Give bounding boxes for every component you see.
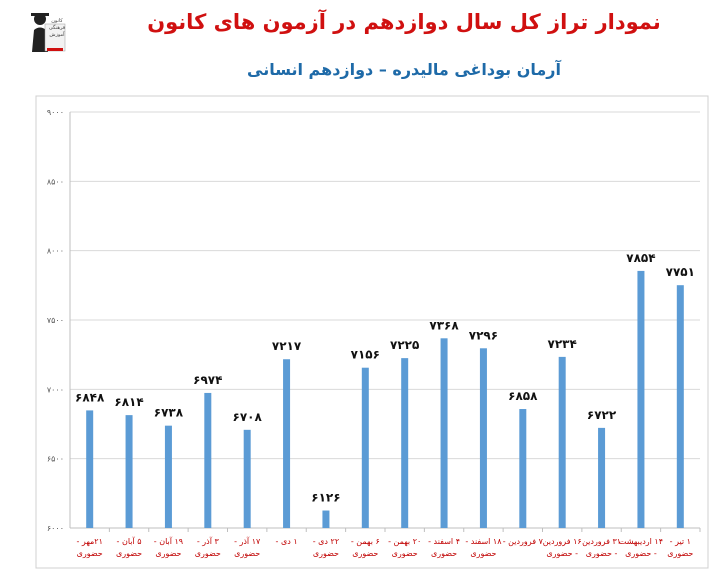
logo-text: کانون فرهنگی آموزش bbox=[48, 18, 66, 38]
x-tick-label: حضوری bbox=[667, 549, 693, 558]
y-tick-label: ۹۰۰۰ bbox=[47, 108, 64, 117]
x-tick-label: حضوری bbox=[352, 549, 378, 558]
x-tick-label: ۷ فروردین - bbox=[503, 537, 544, 546]
x-tick-label: ۳ آذر - bbox=[197, 536, 220, 546]
data-label: ۷۲۳۴ bbox=[548, 337, 577, 351]
bar bbox=[676, 285, 684, 528]
x-tick-label: حضوری bbox=[155, 549, 181, 558]
bar bbox=[243, 429, 251, 528]
x-tick-label: حضوری bbox=[392, 549, 418, 558]
bar bbox=[479, 348, 487, 528]
bar bbox=[322, 510, 330, 528]
x-tick-label: ۱ تیر - bbox=[670, 537, 691, 546]
chart-subtitle: آرمان بوداغی مالیدره – دوازدهم انسانی bbox=[247, 60, 561, 79]
data-label: ۷۲۲۵ bbox=[390, 338, 419, 352]
data-label: ۶۸۱۴ bbox=[114, 395, 143, 409]
x-tick-label: ۴ اسفند - bbox=[428, 537, 460, 546]
data-label: ۶۷۳۸ bbox=[154, 406, 184, 420]
data-label: ۶۸۵۸ bbox=[508, 389, 538, 403]
x-tick-label: ۲۱مهر - bbox=[76, 537, 102, 546]
bar bbox=[401, 358, 409, 528]
chart-title: نمودار تراز کل سال دوازدهم در آزمون های … bbox=[147, 10, 661, 34]
y-tick-label: ۶۰۰۰ bbox=[47, 524, 64, 533]
data-label: ۶۱۲۶ bbox=[311, 491, 340, 505]
x-tick-label: ۶ بهمن - bbox=[351, 537, 380, 546]
data-label: ۷۳۶۸ bbox=[429, 318, 459, 332]
chart-frame bbox=[35, 95, 709, 569]
x-tick-label: حضوری bbox=[470, 549, 496, 558]
data-label: ۶۷۰۸ bbox=[233, 410, 263, 424]
bar bbox=[86, 410, 94, 528]
bar bbox=[283, 359, 291, 528]
y-tick-label: ۷۰۰۰ bbox=[47, 385, 64, 394]
y-tick-label: ۸۵۰۰ bbox=[47, 177, 64, 186]
bar bbox=[125, 415, 133, 528]
x-tick-label: ۱ دی - bbox=[276, 537, 298, 546]
bar bbox=[558, 356, 566, 528]
bar bbox=[519, 409, 527, 528]
y-tick-label: ۶۵۰۰ bbox=[47, 455, 64, 464]
x-tick-label: حضوری bbox=[116, 549, 142, 558]
x-tick-label: - حضوری bbox=[586, 549, 618, 558]
x-tick-label: ۵ آبان - bbox=[117, 536, 142, 546]
x-tick-label: حضوری bbox=[234, 549, 260, 558]
x-tick-label: - حضوری bbox=[546, 549, 578, 558]
y-tick-label: ۷۵۰۰ bbox=[47, 316, 64, 325]
bar bbox=[204, 392, 212, 528]
bar bbox=[440, 338, 448, 528]
data-label: ۷۸۵۴ bbox=[626, 251, 655, 265]
data-label: ۷۱۵۶ bbox=[351, 348, 380, 362]
x-tick-label: ۱۴ اردیبهشت bbox=[619, 537, 663, 546]
bar bbox=[361, 367, 369, 528]
x-tick-label: ۲۲ دی - bbox=[313, 537, 339, 546]
x-tick-label: ۱۷ آذر - bbox=[234, 536, 261, 546]
bar bbox=[637, 270, 645, 528]
x-tick-label: ۲۰ بهمن - bbox=[388, 537, 421, 546]
data-label: ۶۸۴۸ bbox=[75, 390, 105, 404]
y-tick-label: ۸۰۰۰ bbox=[47, 247, 64, 256]
data-label: ۶۹۷۴ bbox=[193, 373, 222, 387]
x-tick-label: حضوری bbox=[431, 549, 457, 558]
x-tick-label: حضوری bbox=[77, 549, 103, 558]
logo-icon bbox=[28, 10, 68, 55]
x-tick-label: - حضوری bbox=[625, 549, 657, 558]
x-tick-label: ۱۶ فروردین bbox=[543, 537, 582, 546]
bar bbox=[164, 425, 172, 528]
data-label: ۷۲۱۷ bbox=[272, 339, 302, 353]
data-label: ۷۲۹۶ bbox=[469, 328, 498, 342]
x-tick-label: حضوری bbox=[313, 549, 339, 558]
x-tick-label: ۳۱ فروردین bbox=[582, 537, 621, 546]
x-tick-label: ۱۸ اسفند - bbox=[465, 537, 502, 546]
x-tick-label: حضوری bbox=[195, 549, 221, 558]
bar bbox=[598, 427, 606, 528]
data-label: ۶۷۲۲ bbox=[587, 408, 617, 422]
data-label: ۷۷۵۱ bbox=[666, 265, 695, 279]
x-tick-label: ۱۹ آبان - bbox=[154, 536, 183, 546]
